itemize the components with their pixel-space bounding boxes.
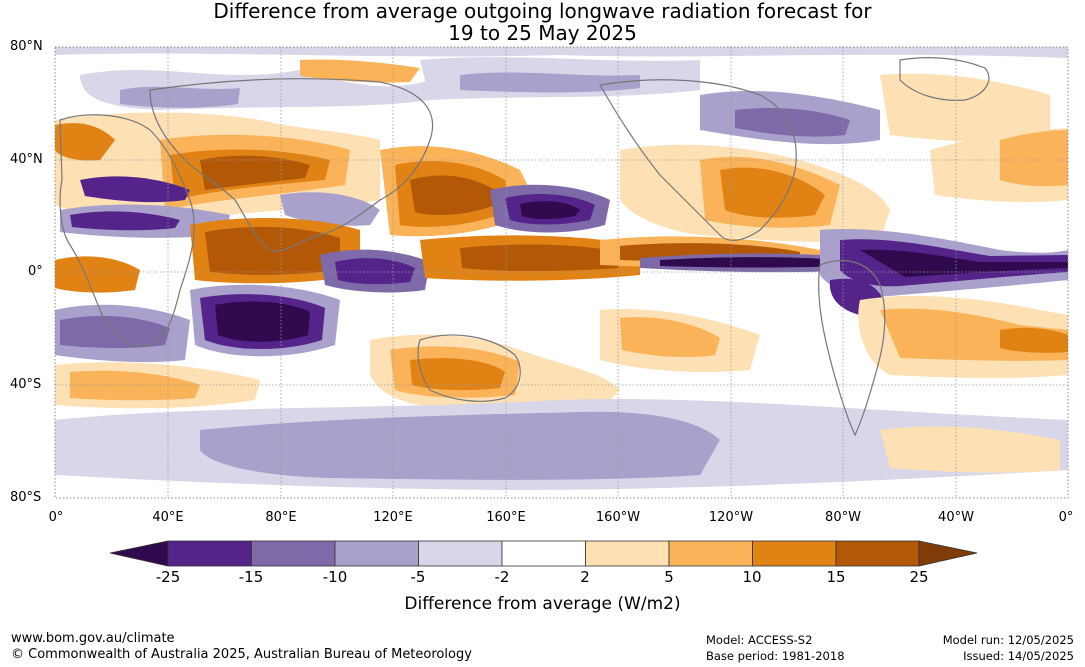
colorbar-tick: -15 — [238, 568, 264, 586]
colorbar-tick: -2 — [494, 568, 510, 586]
lon-label-120e: 120°E — [373, 510, 413, 525]
base-period: Base period: 1981-2018 — [706, 649, 845, 663]
lon-label-40e: 40°E — [152, 510, 184, 525]
lat-label-equator: 0° — [28, 264, 43, 279]
lon-label-40w: 40°W — [938, 510, 974, 525]
website-link[interactable]: www.bom.gov.au/climate — [11, 631, 175, 646]
colorbar-tick: 15 — [826, 568, 846, 586]
lon-label-120w: 120°W — [708, 510, 754, 525]
lon-label-0-west: 0° — [48, 510, 64, 525]
colorbar-tick: -5 — [410, 568, 426, 586]
lon-label-80e: 80°E — [265, 510, 297, 525]
lat-label-80s: 80°S — [10, 490, 42, 505]
colorbar-swatch-5 — [501, 540, 586, 567]
colorbar-tick: -10 — [322, 568, 348, 586]
colorbar-tick: 10 — [742, 568, 762, 586]
colorbar-swatch-above — [918, 540, 978, 567]
colorbar-tick: 25 — [909, 568, 929, 586]
issued-date: Issued: 14/05/2025 — [963, 649, 1074, 663]
map-title: Difference from average outgoing longwav… — [0, 0, 1085, 44]
model-run-date: Model run: 12/05/2025 — [942, 633, 1074, 647]
anomaly-field — [55, 47, 1068, 498]
lat-label-40n: 40°N — [10, 152, 43, 167]
colorbar-swatch-2 — [251, 540, 336, 567]
lon-label-0-east: 0° — [1058, 510, 1074, 525]
copyright-text: © Commonwealth of Australia 2025, Austra… — [11, 647, 472, 662]
graticule — [55, 47, 1068, 498]
lon-label-160e: 160°E — [486, 510, 526, 525]
colorbar-swatch-4 — [418, 540, 503, 567]
colorbar-swatch-6 — [585, 540, 670, 567]
model-name: Model: ACCESS-S2 — [706, 633, 813, 647]
colorbar-swatch-7 — [668, 540, 753, 567]
colorbar-swatch-below — [109, 540, 169, 567]
colorbar-swatch-3 — [334, 540, 419, 567]
colorbar-swatch-9 — [835, 540, 920, 567]
colorbar-tick: -25 — [155, 568, 181, 586]
title-line-1: Difference from average outgoing longwav… — [213, 0, 872, 23]
colorbar-tick: 5 — [664, 568, 674, 586]
colorbar-title: Difference from average (W/m2) — [404, 594, 681, 614]
colorbar — [109, 540, 978, 567]
title-line-2: 19 to 25 May 2025 — [448, 21, 637, 45]
lat-label-80n: 80°N — [10, 39, 43, 54]
map-frame — [54, 46, 1069, 499]
colorbar-swatch-8 — [752, 540, 837, 567]
lat-label-40s: 40°S — [10, 377, 42, 392]
colorbar-swatch-1 — [167, 540, 252, 567]
colorbar-tick: 2 — [580, 568, 590, 586]
lon-label-160w: 160°W — [595, 510, 641, 525]
coastlines — [59, 57, 990, 437]
lon-label-80w: 80°W — [825, 510, 861, 525]
